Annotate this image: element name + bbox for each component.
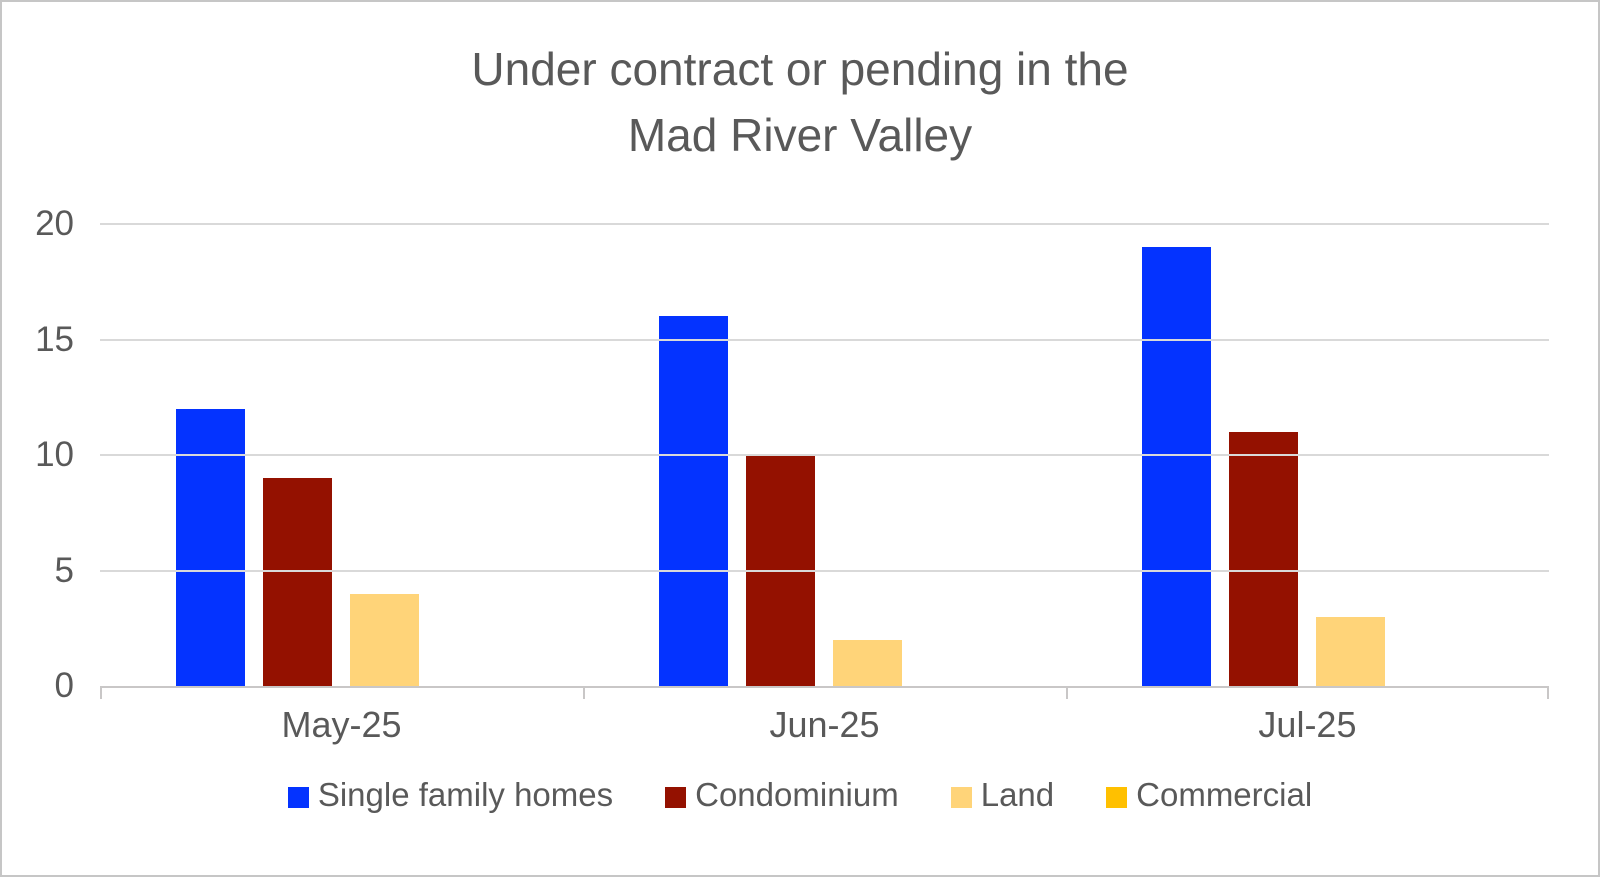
legend-label: Single family homes xyxy=(317,776,614,813)
legend-item-land: Land xyxy=(950,776,1055,814)
x-axis-tick xyxy=(1065,686,1068,699)
bar-condominium xyxy=(263,478,333,686)
legend-label: Land xyxy=(980,776,1055,813)
x-axis-labels: May-25 Jun-25 Jul-25 xyxy=(100,704,1549,746)
bar-land xyxy=(833,639,903,686)
bar-land xyxy=(350,593,420,686)
gridline xyxy=(100,569,1549,572)
legend-item-condominium: Condominium xyxy=(665,776,899,814)
y-axis-tick-label: 15 xyxy=(35,319,74,359)
x-axis-category-label: May-25 xyxy=(281,704,402,745)
legend: Single family homes Condominium Land Commer… xyxy=(2,776,1598,814)
x-axis-tick xyxy=(582,686,585,699)
legend-swatch xyxy=(1106,786,1128,808)
bar-single-family-homes xyxy=(659,316,729,686)
legend-swatch xyxy=(950,786,972,808)
bar-condominium xyxy=(1229,431,1299,686)
legend-label: Condominium xyxy=(695,776,899,813)
bar-land xyxy=(1316,616,1386,686)
y-axis-labels: 20 15 10 5 0 xyxy=(2,204,74,705)
y-axis-tick-label: 20 xyxy=(35,204,74,243)
x-axis-category-label: Jun-25 xyxy=(769,704,880,745)
y-axis-tick-label: 5 xyxy=(54,550,74,590)
y-axis-tick-label: 0 xyxy=(54,666,74,705)
legend-item-commercial: Commercial xyxy=(1106,776,1312,814)
x-axis-tick xyxy=(1547,686,1549,699)
legend-swatch xyxy=(665,786,687,808)
legend-item-single-family-homes: Single family homes xyxy=(287,776,614,814)
gridline xyxy=(100,454,1549,456)
chart-title-line1: Under contract or pending in the xyxy=(471,43,1129,95)
y-axis-tick-label: 10 xyxy=(35,435,74,474)
chart-title: Under contract or pending in the Mad Riv… xyxy=(2,36,1598,168)
gridline xyxy=(100,223,1549,225)
bar-single-family-homes xyxy=(1142,247,1212,686)
legend-label: Commercial xyxy=(1136,776,1313,813)
x-axis-tick xyxy=(100,686,102,699)
legend-swatch xyxy=(287,786,309,808)
gridline xyxy=(100,338,1549,341)
chart-title-line2: Mad River Valley xyxy=(627,109,973,161)
plot-area xyxy=(100,223,1549,699)
bar-single-family-homes xyxy=(176,408,246,686)
category-group-jul-25 xyxy=(1066,224,1549,686)
x-axis-category-label: Jul-25 xyxy=(1258,704,1357,745)
